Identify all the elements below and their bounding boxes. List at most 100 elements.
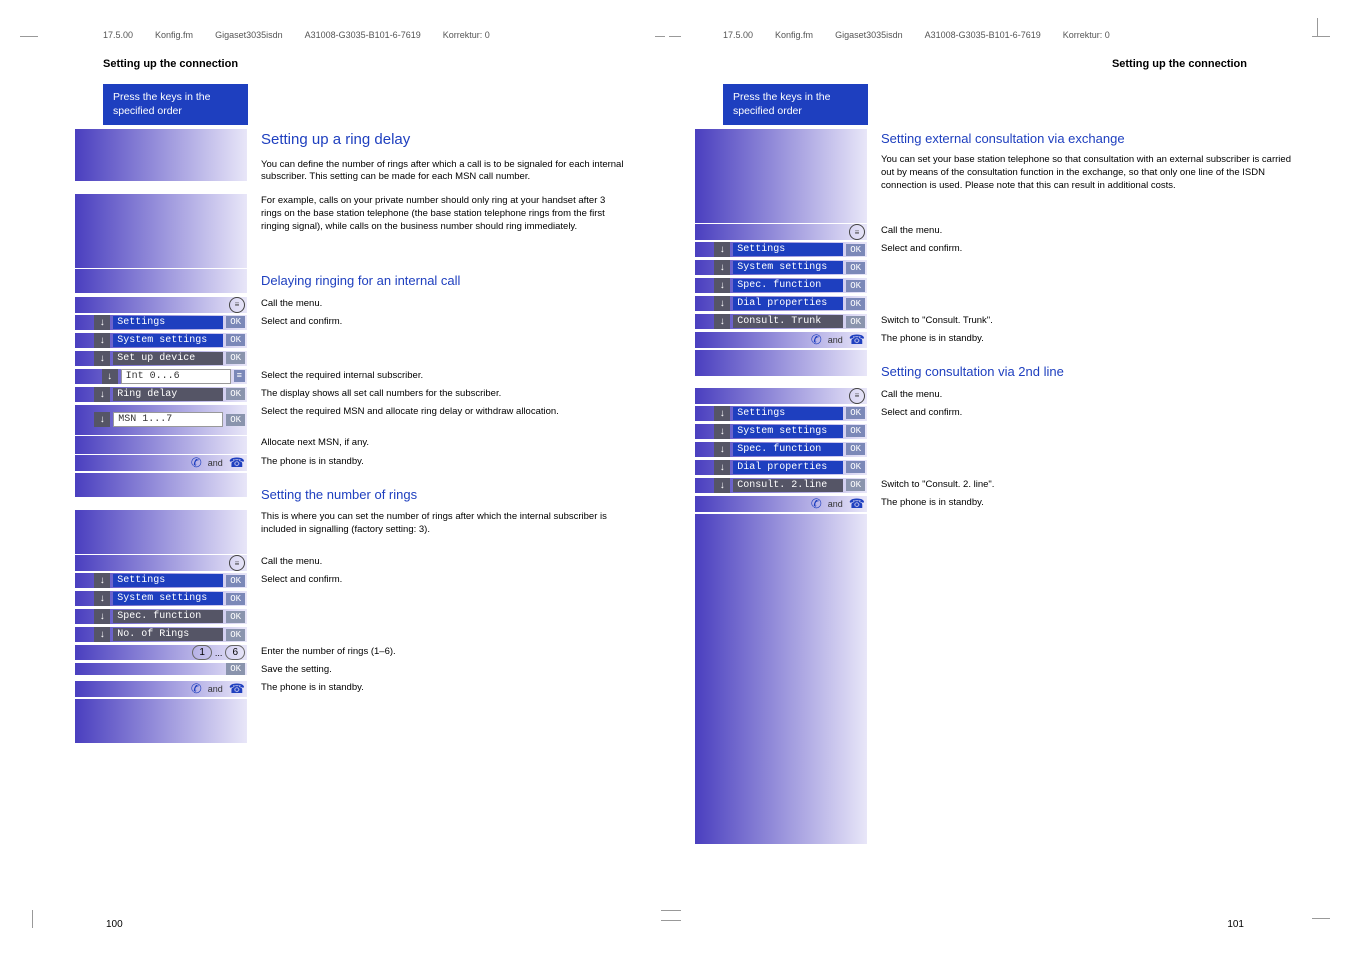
keys-hint-l1: Press the keys in the <box>113 90 238 104</box>
menu-msn: MSN 1...7 <box>113 412 223 427</box>
ok-button[interactable]: OK <box>846 244 865 256</box>
menu-system-settings: System settings <box>113 334 223 347</box>
triangle-icon: ≡ <box>234 370 245 382</box>
ok-button[interactable]: OK <box>846 479 865 491</box>
meta-doc: A31008-G3035-B101-6-7619 <box>925 30 1041 40</box>
step-text: The display shows all set call numbers f… <box>247 387 627 401</box>
heading-ring-delay: Setting up a ring delay <box>261 130 627 150</box>
and-label: and <box>828 499 843 509</box>
keys-hint-box: Press the keys in the specified order <box>723 84 868 125</box>
section-title: Setting up the connection <box>103 58 627 70</box>
step-text: Select the required MSN and allocate rin… <box>247 405 627 419</box>
ok-button[interactable]: OK <box>226 593 245 605</box>
step-text: The phone is in standby. <box>247 681 627 695</box>
step-text: Select and confirm. <box>867 242 1302 256</box>
ok-button[interactable]: OK <box>226 334 245 346</box>
ok-button[interactable]: OK <box>846 262 865 274</box>
step-text: Select and confirm. <box>247 315 627 329</box>
step-text: Call the menu. <box>247 555 627 569</box>
step-text: Switch to "Consult. Trunk". <box>867 314 1302 328</box>
paragraph: You can set your base station telephone … <box>881 154 1302 192</box>
down-arrow-icon: ↓ <box>94 351 110 366</box>
crop-mark <box>669 36 681 37</box>
down-arrow-icon: ↓ <box>714 406 730 421</box>
crop-mark <box>32 910 33 928</box>
down-arrow-icon: ↓ <box>714 314 730 329</box>
paragraph: This is where you can set the number of … <box>261 511 627 537</box>
menu-icon: ≡ <box>229 555 245 571</box>
meta-korr: Korrektur: 0 <box>1063 30 1110 40</box>
phone-on-icon: ☎ <box>849 332 865 348</box>
header-meta: 17.5.00 Konfig.fm Gigaset3035isdn A31008… <box>103 30 627 40</box>
menu-int: Int 0...6 <box>121 369 231 384</box>
and-label: and <box>208 684 223 694</box>
down-arrow-icon: ↓ <box>94 412 110 427</box>
ok-button[interactable]: OK <box>226 629 245 641</box>
heading-consult-2nd: Setting consultation via 2nd line <box>881 363 1302 381</box>
step-text: Call the menu. <box>867 388 1302 402</box>
menu-icon: ≡ <box>849 388 865 404</box>
step-text: The phone is in standby. <box>867 496 1302 510</box>
crop-mark <box>655 36 665 37</box>
phone-off-icon: ✆ <box>191 681 202 697</box>
step-text: Select the required internal subscriber. <box>247 369 627 383</box>
menu-settings: Settings <box>113 316 223 329</box>
meta-file: Konfig.fm <box>155 30 193 40</box>
and-label: and <box>208 458 223 468</box>
down-arrow-icon: ↓ <box>94 333 110 348</box>
ok-button[interactable]: OK <box>226 575 245 587</box>
step-text: The phone is in standby. <box>247 455 627 469</box>
down-arrow-icon: ↓ <box>94 627 110 642</box>
menu-setup-device: Set up device <box>113 352 223 365</box>
page-number: 101 <box>1227 919 1244 930</box>
heading-delay-internal: Delaying ringing for an internal call <box>261 272 627 290</box>
meta-date: 17.5.00 <box>723 30 753 40</box>
step-text: Select and confirm. <box>247 573 627 587</box>
ok-button[interactable]: OK <box>846 280 865 292</box>
menu-system-settings: System settings <box>733 425 843 438</box>
menu-consult-trunk: Consult. Trunk <box>733 315 843 328</box>
menu-dial-properties: Dial properties <box>733 297 843 310</box>
phone-on-icon: ☎ <box>849 496 865 512</box>
meta-doc: A31008-G3035-B101-6-7619 <box>305 30 421 40</box>
ok-button[interactable]: OK <box>846 461 865 473</box>
down-arrow-icon: ↓ <box>714 460 730 475</box>
ok-button[interactable]: OK <box>226 352 245 364</box>
phone-on-icon: ☎ <box>229 681 245 697</box>
step-text: Allocate next MSN, if any. <box>247 436 627 450</box>
crop-mark <box>1312 36 1330 37</box>
page-number: 100 <box>106 919 123 930</box>
down-arrow-icon: ↓ <box>94 591 110 606</box>
down-arrow-icon: ↓ <box>714 424 730 439</box>
ok-button[interactable]: OK <box>226 663 245 675</box>
menu-dial-properties: Dial properties <box>733 461 843 474</box>
page-right: 17.5.00 Konfig.fm Gigaset3035isdn A31008… <box>675 0 1350 954</box>
down-arrow-icon: ↓ <box>714 296 730 311</box>
page-left: 17.5.00 Konfig.fm Gigaset3035isdn A31008… <box>0 0 675 954</box>
menu-ring-delay: Ring delay <box>113 388 223 401</box>
down-arrow-icon: ↓ <box>94 573 110 588</box>
menu-system-settings: System settings <box>733 261 843 274</box>
phone-off-icon: ✆ <box>191 455 202 471</box>
ok-button[interactable]: OK <box>846 443 865 455</box>
ok-button[interactable]: OK <box>226 611 245 623</box>
ok-button[interactable]: OK <box>846 298 865 310</box>
ok-button[interactable]: OK <box>226 316 245 328</box>
ok-button[interactable]: OK <box>846 425 865 437</box>
heading-num-rings: Setting the number of rings <box>261 486 627 504</box>
step-text: Enter the number of rings (1–6). <box>247 645 627 659</box>
step-text: Switch to "Consult. 2. line". <box>867 478 1302 492</box>
crop-mark <box>1317 18 1318 36</box>
ok-button[interactable]: OK <box>846 407 865 419</box>
ok-button[interactable]: OK <box>226 388 245 400</box>
menu-icon: ≡ <box>849 224 865 240</box>
heading-ext-consult: Setting external consultation via exchan… <box>881 130 1302 148</box>
ok-button[interactable]: OK <box>846 316 865 328</box>
menu-icon: ≡ <box>229 297 245 313</box>
ok-button[interactable]: OK <box>226 414 245 426</box>
meta-date: 17.5.00 <box>103 30 133 40</box>
down-arrow-icon: ↓ <box>94 315 110 330</box>
key-1[interactable]: 1 <box>192 645 212 660</box>
keys-hint-box: Press the keys in the specified order <box>103 84 248 125</box>
key-6[interactable]: 6 <box>225 645 245 660</box>
